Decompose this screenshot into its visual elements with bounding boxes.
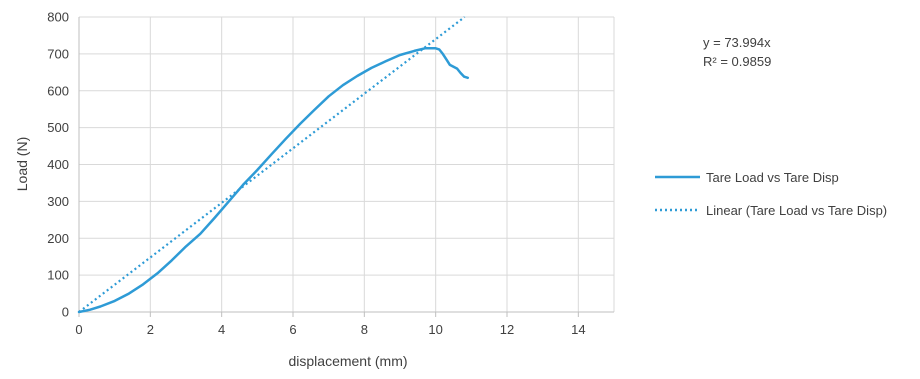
legend-item-trendline: Linear (Tare Load vs Tare Disp): [655, 203, 887, 218]
r-squared-label: R² = 0.9859: [703, 54, 771, 69]
x-tick-label: 0: [75, 322, 82, 337]
trendline-equation: y = 73.994x R² = 0.9859: [703, 35, 771, 69]
x-tick-label: 4: [218, 322, 225, 337]
series-layer: [77, 16, 470, 314]
gridlines: [79, 16, 615, 312]
y-axis-title: Load (N): [14, 137, 30, 191]
x-tick-label: 12: [500, 322, 514, 337]
x-axis-title: displacement (mm): [288, 353, 407, 369]
y-tick-label: 600: [47, 83, 69, 98]
legend-label-series: Tare Load vs Tare Disp: [706, 170, 839, 185]
x-tick-label: 8: [361, 322, 368, 337]
y-tick-label: 500: [47, 120, 69, 135]
y-tick-label: 700: [47, 46, 69, 61]
x-tick-label: 10: [428, 322, 442, 337]
x-tick-label: 2: [147, 322, 154, 337]
y-tick-label: 300: [47, 194, 69, 209]
y-tick-label: 200: [47, 231, 69, 246]
x-tick-label: 6: [289, 322, 296, 337]
series-line-tare-load: [77, 47, 470, 314]
legend: Tare Load vs Tare Disp Linear (Tare Load…: [655, 170, 887, 218]
legend-label-trendline: Linear (Tare Load vs Tare Disp): [706, 203, 887, 218]
trendline-linear: [78, 16, 466, 313]
y-tick-label: 400: [47, 157, 69, 172]
y-tick-label: 100: [47, 268, 69, 283]
legend-item-series: Tare Load vs Tare Disp: [655, 170, 839, 185]
y-tick-label: 800: [47, 10, 69, 25]
y-tick-label: 0: [62, 305, 69, 320]
axes: 0 2 4 6 8 10 12 14 0 100 200 300 400 500 600 700 800: [47, 10, 614, 337]
x-tick-label: 14: [571, 322, 585, 337]
equation-label: y = 73.994x: [703, 35, 771, 50]
